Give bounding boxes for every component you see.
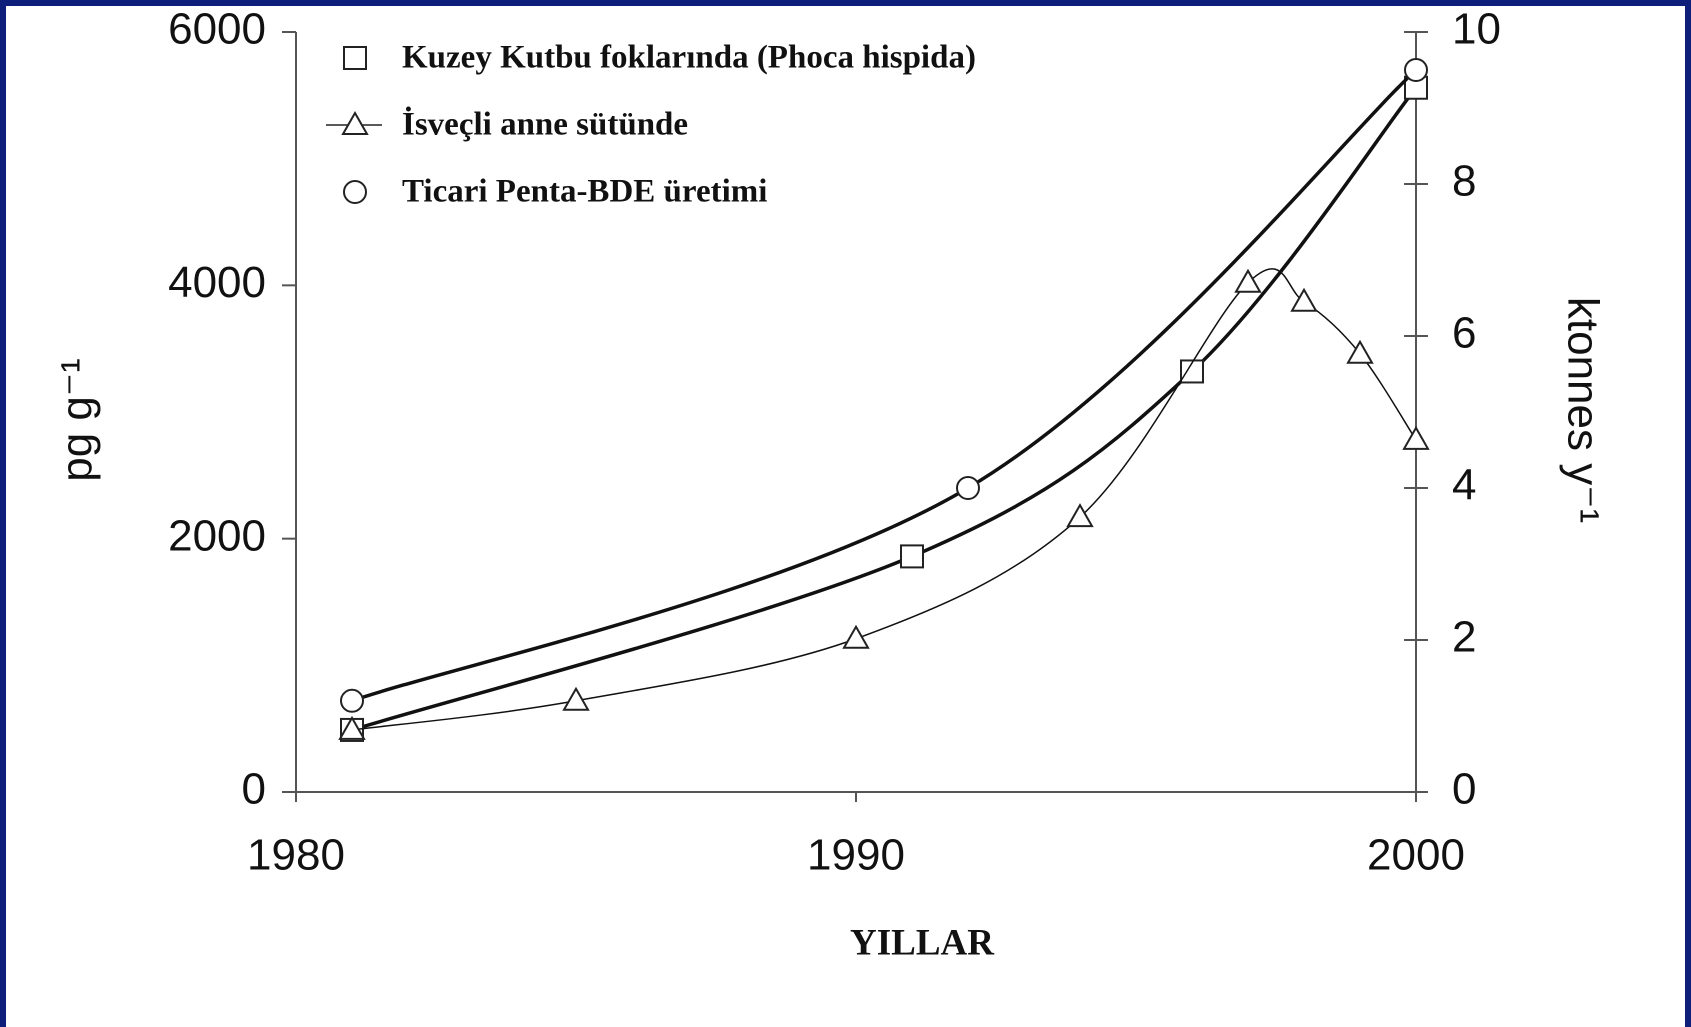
square-marker [900,544,924,569]
x-tick-label: 1980 [247,831,345,880]
y2-tick-label: 6 [1452,309,1476,358]
y2-tick-label: 4 [1452,461,1476,510]
triangle-marker [1290,287,1318,312]
circle-marker [343,180,367,204]
y-tick-label: 2000 [168,511,266,560]
y-tick-label: 6000 [168,5,266,54]
circle-marker [340,688,364,713]
x-axis-label: YILLAR [850,922,995,963]
y-tick-label: 0 [242,765,266,814]
y2-tick-label: 8 [1452,157,1476,206]
y2-tick-label: 0 [1452,765,1476,814]
triangle-marker [338,715,366,740]
circle-marker [956,476,980,500]
y2-axis-label: ktonnes y⁻¹ [1558,297,1607,523]
x-tick-label: 1990 [807,831,905,880]
x-tick-label: 2000 [1367,831,1465,880]
triangle-marker [341,110,369,135]
triangle-marker [562,686,590,711]
plot-background [6,6,1685,1027]
triangle-marker [1066,503,1094,528]
triangle-marker [842,624,870,649]
triangle-marker [1402,425,1430,450]
y2-tick-label: 10 [1452,5,1501,54]
triangle-marker [1346,339,1374,364]
triangle-marker [1234,268,1262,293]
y-axis-label: pg g⁻¹ [53,358,102,482]
circle-marker [1404,58,1428,82]
legend-label: Ticari Penta-BDE üretimi [402,174,767,210]
legend-label: İsveçli anne sütünde [402,105,688,143]
square-marker [1180,359,1204,384]
square-marker [343,46,367,70]
y-tick-label: 4000 [168,258,266,307]
legend-label: Kuzey Kutbu foklarında (Phoca hispida) [402,40,976,76]
y2-tick-label: 2 [1452,613,1476,662]
series-line [351,86,1418,732]
